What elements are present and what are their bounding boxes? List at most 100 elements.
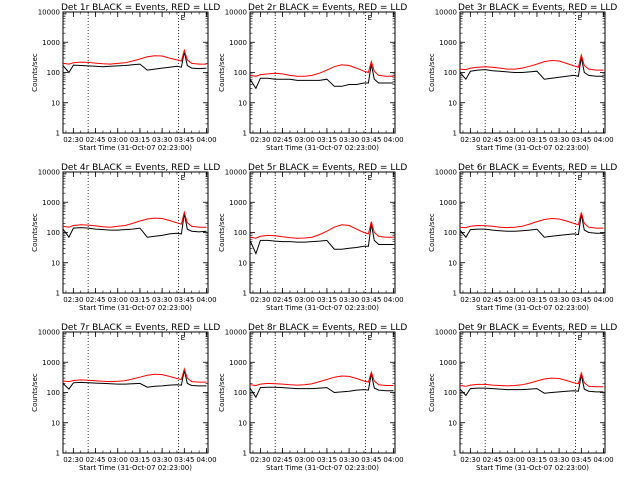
y-axis-label: Counts/sec <box>218 53 226 92</box>
event-marker-label: E <box>181 14 185 22</box>
x-tick-label: 03:30 <box>152 296 172 304</box>
x-tick-label: 03:00 <box>505 136 525 144</box>
plot-frame <box>459 331 606 454</box>
y-tick-label: 1 <box>453 130 457 138</box>
y-tick-label: 1000 <box>439 39 457 47</box>
x-tick-label: 04:00 <box>593 456 613 464</box>
panel-title: Det 5r BLACK = Events, RED = LLD <box>248 163 407 173</box>
x-tick-label: 02:30 <box>460 296 480 304</box>
x-tick-label: 03:00 <box>505 296 525 304</box>
panel-det-5: Det 5r BLACK = Events, RED = LLD 1 10 100 10… <box>218 163 407 312</box>
y-tick-label: 1 <box>56 130 60 138</box>
x-tick-label: 02:45 <box>85 456 105 464</box>
y-tick-label: 1 <box>56 450 60 458</box>
events-series-line <box>62 51 207 74</box>
x-tick-label: 02:45 <box>272 136 292 144</box>
x-tick-label: 03:00 <box>108 136 128 144</box>
x-tick-label: 04:00 <box>593 296 613 304</box>
y-tick-label: 10000 <box>38 9 60 17</box>
y-tick-label: 10 <box>238 259 247 267</box>
event-marker-label: E <box>578 14 582 22</box>
plot-frame <box>459 11 606 134</box>
y-tick-label: 1 <box>243 450 247 458</box>
plot-frame <box>62 331 209 454</box>
x-tick-label: 03:45 <box>571 296 591 304</box>
x-tick-label: 04:00 <box>196 456 216 464</box>
x-tick-label: 03:15 <box>130 296 150 304</box>
plot-frame <box>62 171 209 294</box>
plot-frame <box>62 11 209 134</box>
y-tick-label: 10 <box>51 99 60 107</box>
x-tick-label: 03:30 <box>549 456 569 464</box>
y-tick-label: 100 <box>444 69 457 77</box>
x-tick-label: 02:30 <box>250 456 270 464</box>
x-axis-label: Start Time (31-Oct-07 02:23:00) <box>266 464 379 472</box>
x-tick-label: 02:45 <box>85 136 105 144</box>
y-tick-label: 100 <box>444 229 457 237</box>
x-tick-label: 02:30 <box>460 136 480 144</box>
lld-series-line <box>62 367 207 383</box>
y-axis-label: Counts/sec <box>428 53 436 92</box>
y-tick-label: 10 <box>238 419 247 427</box>
x-tick-label: 03:15 <box>130 136 150 144</box>
y-axis-label: Counts/sec <box>218 213 226 252</box>
y-tick-label: 10000 <box>38 329 60 337</box>
lld-series-line <box>459 212 604 229</box>
x-axis-label: Start Time (31-Oct-07 02:23:00) <box>79 144 192 152</box>
y-tick-label: 1000 <box>439 359 457 367</box>
x-tick-label: 03:15 <box>130 456 150 464</box>
events-series-line <box>249 373 394 399</box>
x-tick-label: 04:00 <box>383 456 403 464</box>
x-tick-label: 02:45 <box>272 296 292 304</box>
y-tick-label: 1000 <box>42 359 60 367</box>
event-marker-label: E <box>368 334 372 342</box>
x-tick-label: 03:00 <box>108 296 128 304</box>
x-axis-label: Start Time (31-Oct-07 02:23:00) <box>266 304 379 312</box>
event-marker-label: E <box>368 174 372 182</box>
panel-title: Det 3r BLACK = Events, RED = LLD <box>458 3 617 13</box>
plot-frame <box>459 171 606 294</box>
x-axis-label: Start Time (31-Oct-07 02:23:00) <box>476 144 589 152</box>
x-tick-label: 03:15 <box>527 296 547 304</box>
panel-det-4: Det 4r BLACK = Events, RED = LLD 1 10 100 10… <box>31 163 220 312</box>
y-tick-label: 1 <box>243 290 247 298</box>
y-axis-label: Counts/sec <box>31 373 39 412</box>
lld-series-line <box>62 48 207 65</box>
x-tick-label: 03:15 <box>317 296 337 304</box>
y-tick-label: 10000 <box>225 329 247 337</box>
y-axis-label: Counts/sec <box>428 213 436 252</box>
x-tick-label: 02:45 <box>272 456 292 464</box>
panel-title: Det 1r BLACK = Events, RED = LLD <box>61 3 220 13</box>
y-axis-label: Counts/sec <box>428 373 436 412</box>
y-tick-label: 1 <box>56 290 60 298</box>
x-tick-label: 03:30 <box>339 296 359 304</box>
x-axis-label: Start Time (31-Oct-07 02:23:00) <box>266 144 379 152</box>
x-tick-label: 04:00 <box>383 136 403 144</box>
x-tick-label: 03:00 <box>505 456 525 464</box>
x-tick-label: 02:30 <box>63 456 83 464</box>
event-marker-label: E <box>578 334 582 342</box>
x-tick-label: 03:00 <box>295 136 315 144</box>
panel-title: Det 9r BLACK = Events, RED = LLD <box>458 323 617 333</box>
x-tick-label: 03:45 <box>571 136 591 144</box>
x-tick-label: 03:15 <box>527 136 547 144</box>
y-tick-label: 10 <box>448 419 457 427</box>
y-axis-label: Counts/sec <box>31 213 39 252</box>
lld-series-line <box>459 53 604 71</box>
x-tick-label: 02:30 <box>250 296 270 304</box>
event-marker-label: E <box>368 14 372 22</box>
x-tick-label: 03:00 <box>108 456 128 464</box>
event-marker-label: E <box>181 174 185 182</box>
y-tick-label: 10 <box>51 419 60 427</box>
x-tick-label: 03:45 <box>174 136 194 144</box>
lld-series-line <box>249 370 394 387</box>
panel-det-3: Det 3r BLACK = Events, RED = LLD 1 10 100 10… <box>428 3 617 152</box>
x-tick-label: 03:45 <box>361 456 381 464</box>
panel-title: Det 6r BLACK = Events, RED = LLD <box>458 163 617 173</box>
y-tick-label: 100 <box>234 389 247 397</box>
y-tick-label: 1000 <box>229 359 247 367</box>
events-series-line <box>459 57 604 81</box>
events-series-line <box>249 64 394 90</box>
events-series-line <box>62 370 207 390</box>
y-tick-label: 1000 <box>439 199 457 207</box>
